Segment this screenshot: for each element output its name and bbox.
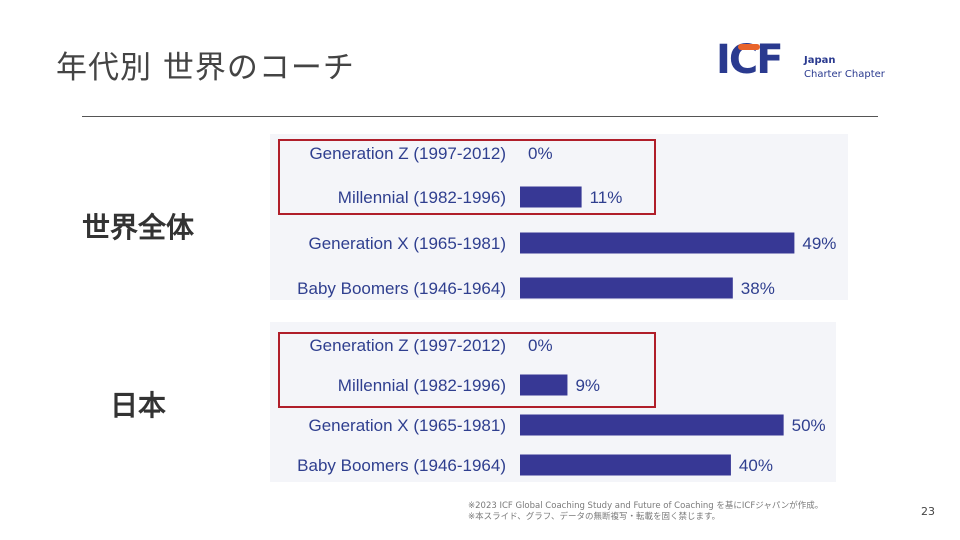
value-label: 0%: [528, 144, 553, 163]
category-label: Generation Z (1997-2012): [309, 336, 506, 355]
value-label: 9%: [575, 376, 600, 395]
page-number: 23: [921, 505, 935, 518]
logo-accent-icon: [738, 44, 760, 50]
bar: [520, 232, 795, 254]
bar: [520, 454, 731, 476]
chart-japan: Generation Z (1997-2012) 0% Millennial (19…: [270, 322, 836, 482]
logo-line-japan: Japan: [804, 55, 836, 66]
category-label: Generation X (1965-1981): [308, 416, 506, 435]
category-label: Generation Z (1997-2012): [309, 144, 506, 163]
chart-panel: [270, 134, 848, 300]
title-divider: [82, 116, 878, 117]
category-label: Baby Boomers (1946-1964): [297, 456, 506, 475]
value-label: 49%: [802, 234, 836, 253]
category-label: Baby Boomers (1946-1964): [297, 279, 506, 298]
highlight-box: [278, 332, 656, 408]
value-label: 0%: [528, 336, 553, 355]
section-label-japan: 日本: [110, 389, 167, 422]
value-label: 50%: [792, 416, 826, 435]
value-label: 40%: [739, 456, 773, 475]
category-label: Millennial (1982-1996): [338, 376, 506, 395]
logo-line-chapter: Charter Chapter: [804, 69, 885, 80]
chart-world: Generation Z (1997-2012) 0% Millennial (19…: [270, 134, 848, 300]
footnote: ※2023 ICF Global Coaching Study and Futu…: [468, 501, 823, 523]
slide-title: 年代別 世界のコーチ: [56, 50, 355, 86]
value-label: 11%: [590, 188, 623, 207]
bar: [520, 186, 582, 208]
icf-logo: ICF Japan Charter Chapter: [716, 38, 896, 84]
footnote-copyright: ※本スライド、グラフ、データの無断複写・転載を固く禁じます。: [468, 512, 721, 522]
bar: [520, 277, 733, 299]
category-label: Millennial (1982-1996): [338, 188, 506, 207]
bar: [520, 414, 784, 436]
bar: [520, 374, 568, 396]
section-label-world: 世界全体: [82, 211, 195, 244]
highlight-box: [278, 139, 656, 215]
category-label: Generation X (1965-1981): [308, 234, 506, 253]
footnote-source: ※2023 ICF Global Coaching Study and Futu…: [468, 501, 824, 511]
value-label: 38%: [741, 279, 775, 298]
